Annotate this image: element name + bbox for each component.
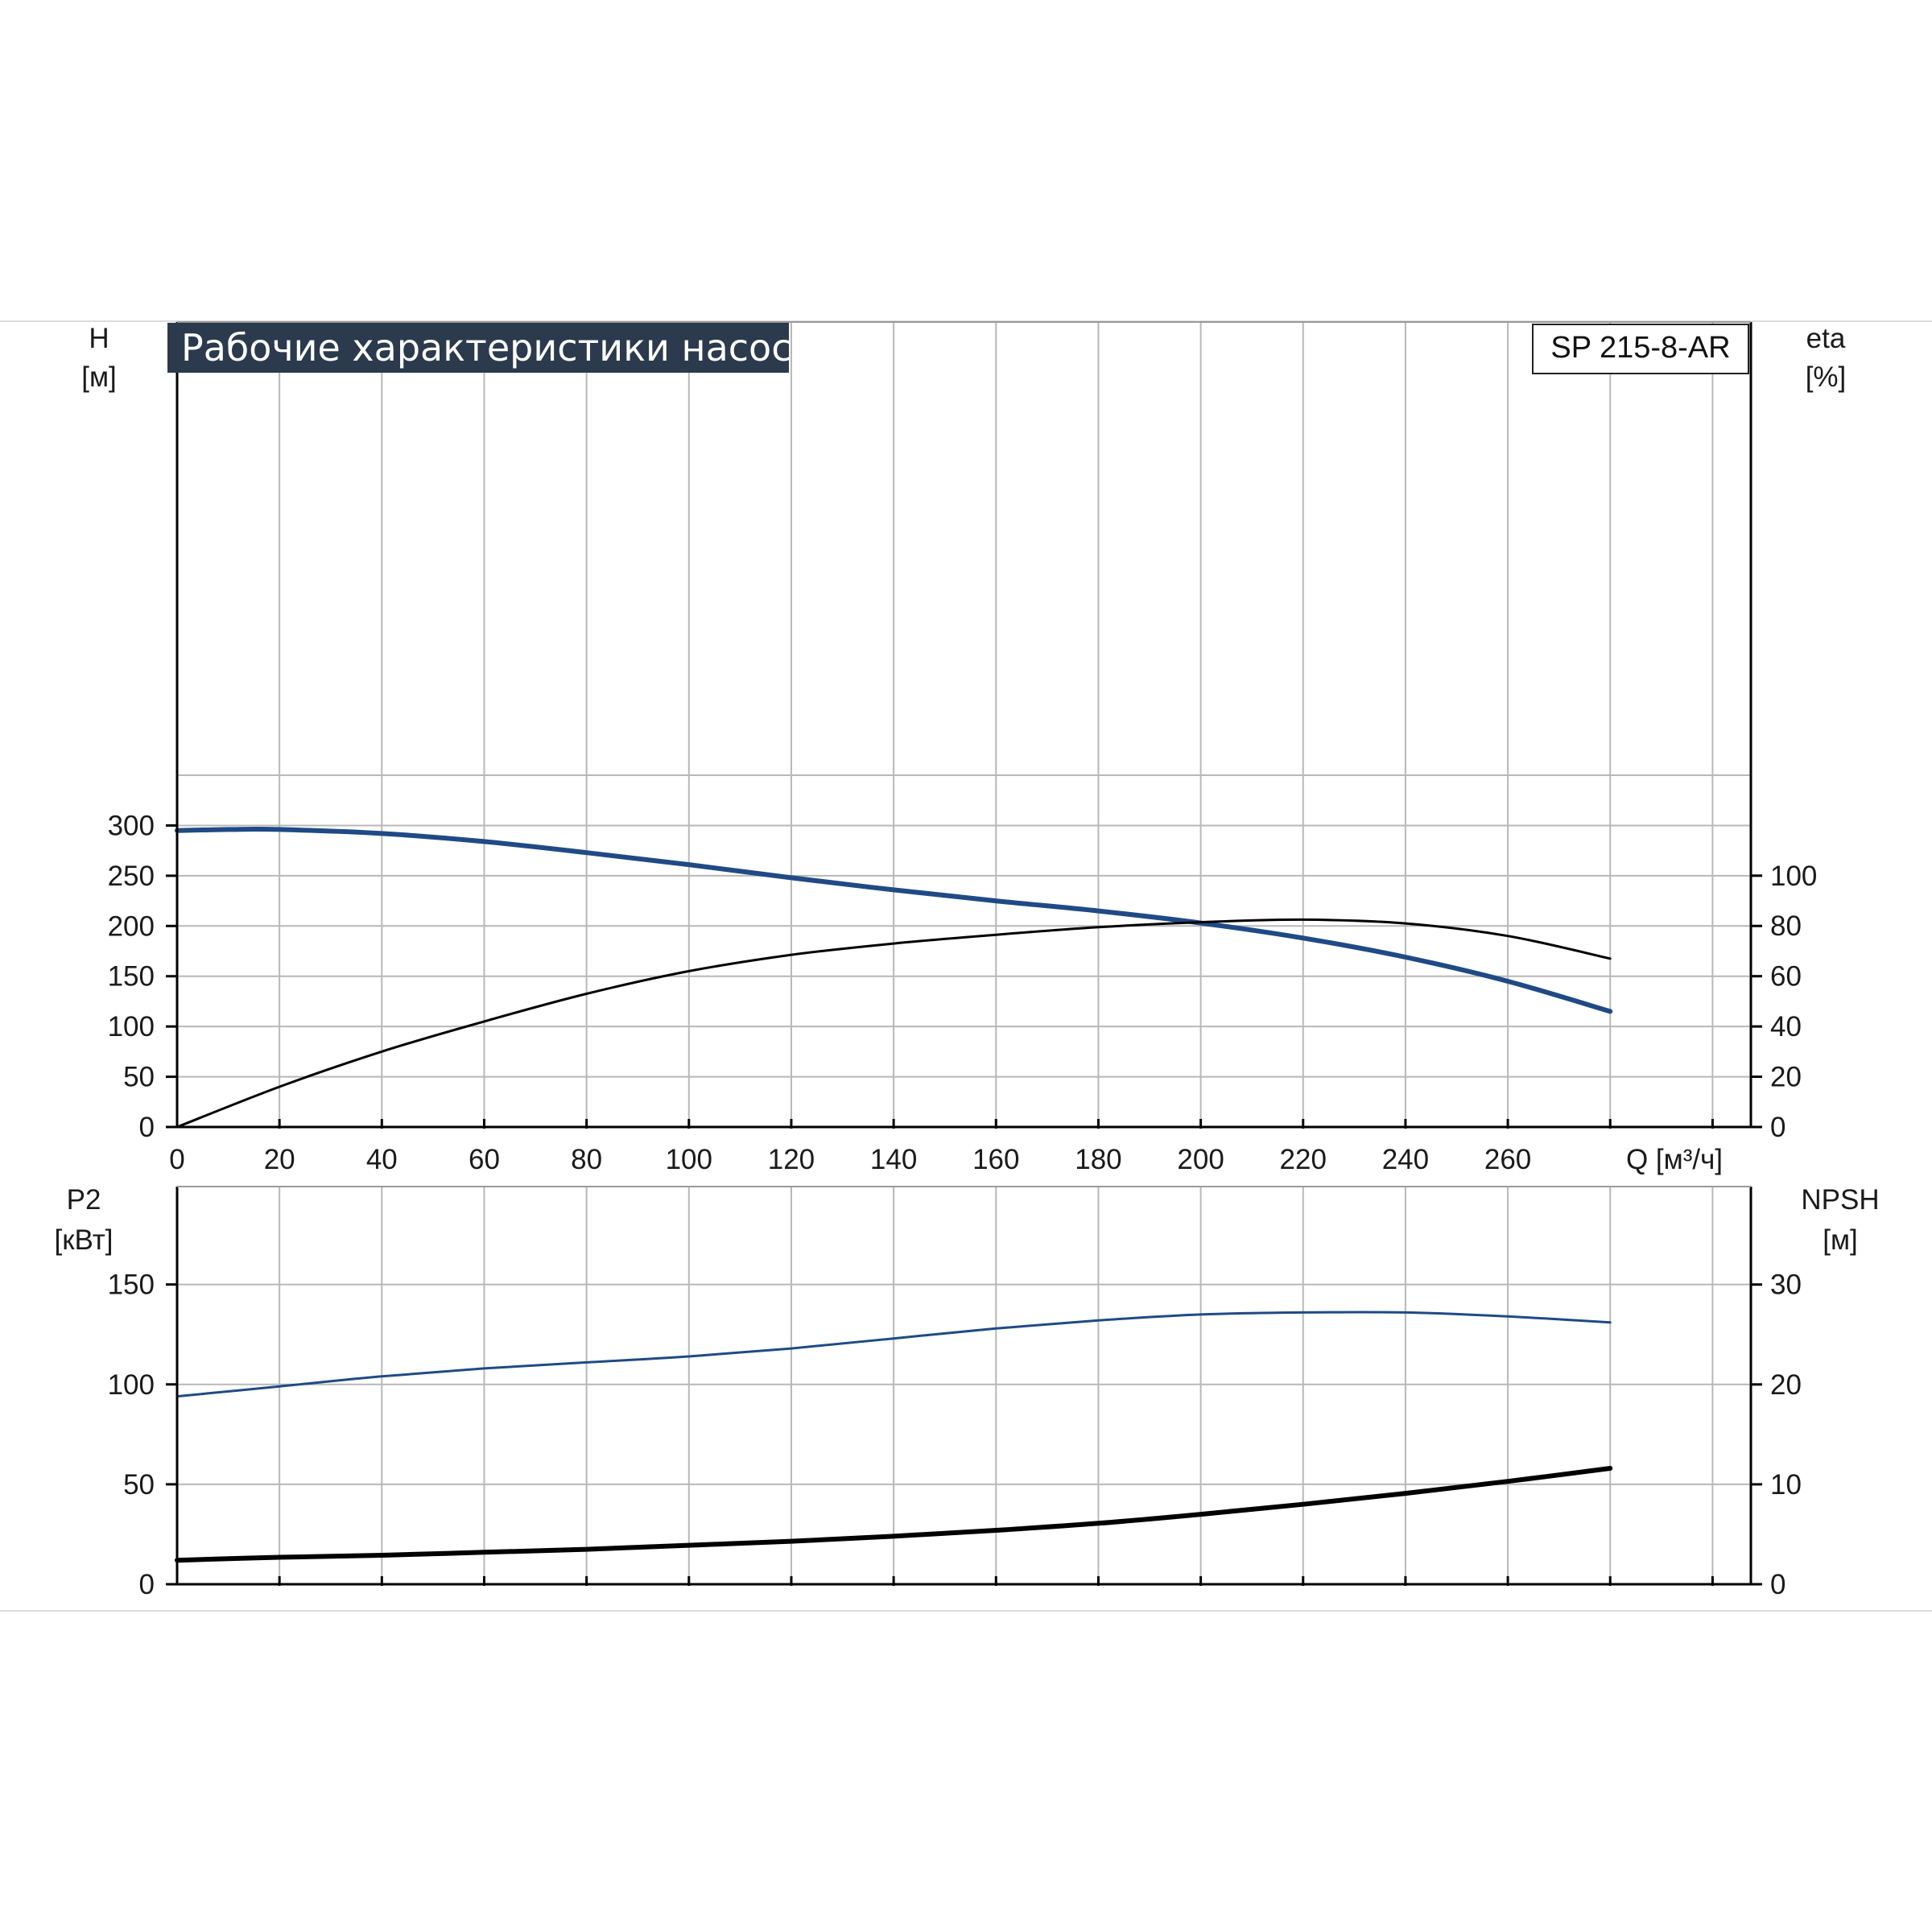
left-tick-label: 50 [123, 1062, 155, 1093]
x-tick-label: 240 [1382, 1144, 1429, 1175]
x-tick-label: 140 [870, 1144, 917, 1175]
series-lines [175, 826, 1613, 1563]
left-tick-label: 0 [139, 1569, 155, 1600]
left-tick-label: 100 [108, 1369, 155, 1401]
eta-axis-unit: [%] [1806, 361, 1847, 393]
p2-axis-label: P2 [67, 1184, 101, 1216]
left-tick-label: 150 [108, 1269, 155, 1301]
x-tick-label: 80 [571, 1144, 602, 1175]
right-tick-label: 20 [1770, 1369, 1802, 1401]
left-tick-label: 50 [123, 1469, 155, 1501]
h-axis-unit: [м] [81, 361, 117, 393]
right-tick-label: 30 [1770, 1269, 1802, 1301]
x-tick-label: 260 [1484, 1144, 1531, 1175]
axis-unit-labels: H [м] eta [%] Q [м³/ч] P2 [кВт] NPSH [м] [55, 323, 1880, 1256]
x-tick-label: 200 [1177, 1144, 1224, 1175]
left-tick-label: 100 [108, 1011, 155, 1042]
q-axis-label: Q [м³/ч] [1626, 1144, 1723, 1175]
model-box: SP 215-8-AR [1532, 324, 1749, 374]
left-tick-label: 200 [108, 910, 155, 942]
eta-axis-label: eta [1806, 323, 1846, 354]
right-tick-label: 0 [1770, 1112, 1785, 1143]
left-tick-label: 150 [108, 961, 155, 993]
right-tick-label: 20 [1770, 1062, 1802, 1093]
right-tick-label: 100 [1770, 861, 1817, 892]
model-box-border [1532, 324, 1749, 374]
x-tick-label: 40 [366, 1144, 398, 1175]
npsh-axis-label: NPSH [1801, 1184, 1879, 1216]
right-tick-label: 0 [1770, 1569, 1785, 1600]
x-tick-label: 120 [768, 1144, 815, 1175]
x-tick-label: 60 [469, 1144, 500, 1175]
axes [166, 321, 1762, 1586]
grid-lines [177, 322, 1751, 1584]
x-tick-label: 0 [169, 1144, 184, 1175]
x-tick-label: 180 [1075, 1144, 1121, 1175]
x-tick-label: 100 [666, 1144, 712, 1175]
left-tick-label: 250 [108, 861, 155, 892]
left-tick-label: 0 [139, 1112, 155, 1143]
title-banner: Рабочие характеристики насоса [167, 323, 815, 373]
x-tick-label: 160 [972, 1144, 1019, 1175]
right-tick-label: 80 [1770, 910, 1802, 942]
title-background [167, 323, 789, 373]
p2-axis-unit: [кВт] [55, 1224, 114, 1256]
chart-title: Рабочие характеристики насоса [181, 326, 815, 369]
x-tick-label: 20 [264, 1144, 295, 1175]
left-tick-label: 300 [108, 810, 155, 841]
h-axis-label: H [89, 323, 109, 354]
x-tick-label: 220 [1280, 1144, 1327, 1175]
right-tick-label: 40 [1770, 1011, 1802, 1042]
model-label: SP 215-8-AR [1550, 331, 1730, 365]
npsh-axis-unit: [м] [1823, 1224, 1858, 1256]
head-curve-h [175, 826, 1613, 1014]
right-tick-label: 10 [1770, 1469, 1802, 1501]
right-tick-label: 60 [1770, 961, 1802, 993]
